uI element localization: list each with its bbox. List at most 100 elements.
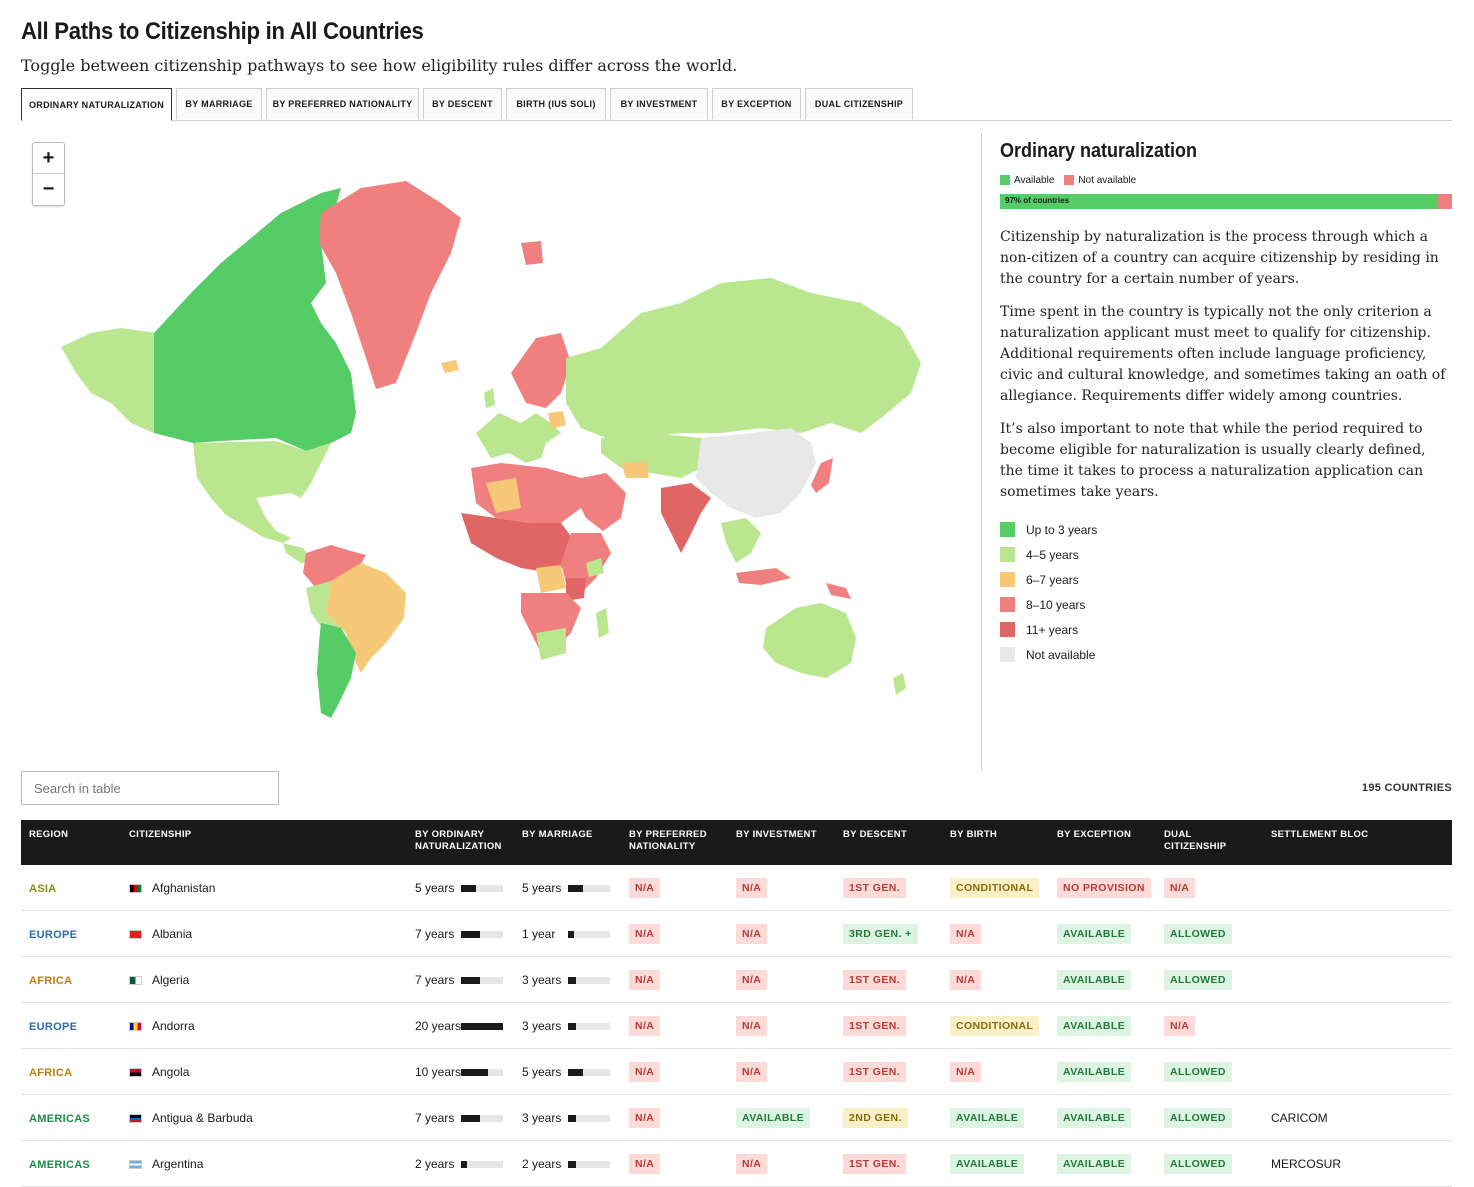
table-row[interactable]: AMERICAS Argentina 2 years 2 years N/A N/A 1ST… (21, 1140, 1452, 1187)
tab-by-marriage[interactable]: BY MARRIAGE (176, 88, 262, 119)
tab-by-descent[interactable]: BY DESCENT (423, 88, 502, 119)
country-madagascar[interactable] (596, 608, 609, 638)
cell-exception: AVAILABLE (1049, 956, 1156, 1003)
cell-birth: N/A (942, 1048, 1049, 1095)
country-australia[interactable] (763, 603, 856, 678)
region-colombia-venezuela[interactable] (303, 545, 366, 588)
country-india[interactable] (661, 483, 711, 553)
years-value: 5 years (522, 880, 562, 895)
col-header-region[interactable]: REGION (21, 820, 121, 865)
region-peru-bolivia[interactable] (306, 581, 341, 633)
country-papua-new-guinea[interactable] (826, 583, 851, 599)
col-header-birth[interactable]: BY BIRTH (942, 820, 1049, 865)
panel-divider (981, 133, 982, 770)
status-badge: N/A (629, 1015, 661, 1036)
cell-descent: 1ST GEN. (835, 1140, 942, 1187)
col-header-naturalization[interactable]: BY ORDINARY NATURALIZATION (407, 820, 514, 865)
country-russia[interactable] (566, 278, 921, 438)
col-header-preferred-nationality[interactable]: BY PREFERRED NATIONALITY (621, 820, 728, 865)
table-search-input[interactable] (21, 771, 279, 805)
cell-investment: N/A (728, 1002, 835, 1049)
status-badge: N/A (629, 1107, 661, 1128)
region-southeast-asia[interactable] (721, 518, 761, 563)
zoom-out-button[interactable]: − (42, 177, 55, 200)
cell-region: EUROPE (21, 1002, 121, 1049)
col-header-settlement-bloc[interactable]: SETTLEMENT BLOC (1263, 820, 1452, 865)
years-value: 1 year (522, 926, 556, 941)
country-japan[interactable] (811, 458, 833, 493)
col-header-marriage[interactable]: BY MARRIAGE (514, 820, 621, 865)
country-usa[interactable] (193, 441, 331, 505)
cell-citizenship: Antigua & Barbuda (121, 1094, 407, 1141)
col-header-dual-citizenship[interactable]: DUAL CITIZENSHIP (1156, 820, 1263, 865)
status-badge: ALLOWED (1164, 1061, 1232, 1082)
years-bar-fill (461, 1068, 489, 1076)
legend-item: 6–7 years (1000, 567, 1452, 592)
tab-by-preferred-nationality[interactable]: BY PREFERRED NATIONALITY (266, 88, 419, 119)
flag-icon (129, 1021, 142, 1031)
years-value: 7 years (415, 1110, 455, 1125)
table-row[interactable]: AMERICAS Antigua & Barbuda 7 years 3 years N… (21, 1094, 1452, 1141)
region-north-africa[interactable] (471, 463, 581, 523)
country-iran[interactable] (621, 461, 649, 478)
country-drc[interactable] (536, 565, 566, 593)
country-greenland[interactable] (319, 181, 461, 389)
country-china[interactable] (696, 428, 816, 518)
years-bar-fill (461, 1160, 468, 1168)
status-badge: N/A (950, 969, 982, 990)
region-argentina-chile[interactable] (317, 623, 356, 718)
cell-descent: 1ST GEN. (835, 1048, 942, 1095)
table-row[interactable]: EUROPE Andorra 20 years 3 years N/A N/A 1ST GE… (21, 1002, 1452, 1049)
cell-investment: N/A (728, 956, 835, 1003)
country-tanzania[interactable] (566, 578, 586, 601)
table-row[interactable]: AFRICA Algeria 7 years 3 years N/A N/A 1ST GEN… (21, 956, 1452, 1003)
region-western-europe[interactable] (476, 413, 561, 463)
country-alaska[interactable] (61, 328, 156, 433)
years-bar (568, 1068, 610, 1076)
region-middle-east[interactable] (576, 473, 626, 531)
zoom-in-button[interactable]: + (33, 143, 64, 174)
country-kenya[interactable] (586, 558, 604, 577)
country-norway-svalbard[interactable] (521, 241, 543, 265)
status-badge: AVAILABLE (950, 1107, 1025, 1128)
tab-by-investment[interactable]: BY INVESTMENT (610, 88, 708, 119)
table-row[interactable]: EUROPE Albania 7 years 1 year N/A N/A 3RD GEN.… (21, 910, 1452, 957)
country-indonesia[interactable] (736, 568, 791, 585)
status-badge: 2ND GEN. (843, 1107, 908, 1128)
legend-swatch (1000, 547, 1015, 562)
cell-settlement-bloc (1263, 956, 1452, 1003)
years-value: 7 years (415, 926, 455, 941)
cell-naturalization: 20 years (407, 1002, 514, 1049)
col-header-exception[interactable]: BY EXCEPTION (1049, 820, 1156, 865)
country-poland[interactable] (548, 411, 566, 429)
region-scandinavia[interactable] (511, 333, 571, 408)
col-header-citizenship[interactable]: CITIZENSHIP (121, 820, 407, 865)
availability-legend: Available Not available (1000, 175, 1452, 186)
status-badge: N/A (736, 923, 768, 944)
tab-dual-citizenship[interactable]: DUAL CITIZENSHIP (805, 88, 913, 119)
country-iceland[interactable] (441, 360, 459, 373)
country-mexico[interactable] (211, 498, 291, 543)
years-bar-fill (568, 1114, 577, 1122)
country-canada[interactable] (154, 188, 356, 451)
country-brazil[interactable] (326, 563, 406, 673)
tab-ordinary-naturalization[interactable]: ORDINARY NATURALIZATION (21, 88, 172, 121)
tab-birth-ius-soli[interactable]: BIRTH (IUS SOLI) (506, 88, 606, 119)
country-south-africa[interactable] (536, 628, 566, 660)
table-row[interactable]: ASIA Afghanistan 5 years 5 years N/A N/A 1ST G… (21, 865, 1452, 911)
tab-by-exception[interactable]: BY EXCEPTION (712, 88, 801, 119)
years-bar-fill (568, 930, 575, 938)
world-map[interactable]: + − (21, 133, 971, 763)
col-header-investment[interactable]: BY INVESTMENT (728, 820, 835, 865)
region-central-asia[interactable] (601, 433, 711, 478)
region-label: ASIA (29, 882, 57, 895)
country-united-kingdom[interactable] (484, 388, 495, 408)
region-west-central-africa[interactable] (461, 513, 576, 573)
country-new-zealand[interactable] (893, 673, 906, 695)
col-header-descent[interactable]: BY DESCENT (835, 820, 942, 865)
region-label: EUROPE (29, 928, 78, 941)
cell-naturalization: 2 years (407, 1140, 514, 1187)
country-algeria[interactable] (486, 478, 521, 513)
table-row[interactable]: AFRICA Angola 10 years 5 years N/A N/A 1ST GEN… (21, 1048, 1452, 1095)
world-map-svg[interactable] (21, 133, 971, 763)
